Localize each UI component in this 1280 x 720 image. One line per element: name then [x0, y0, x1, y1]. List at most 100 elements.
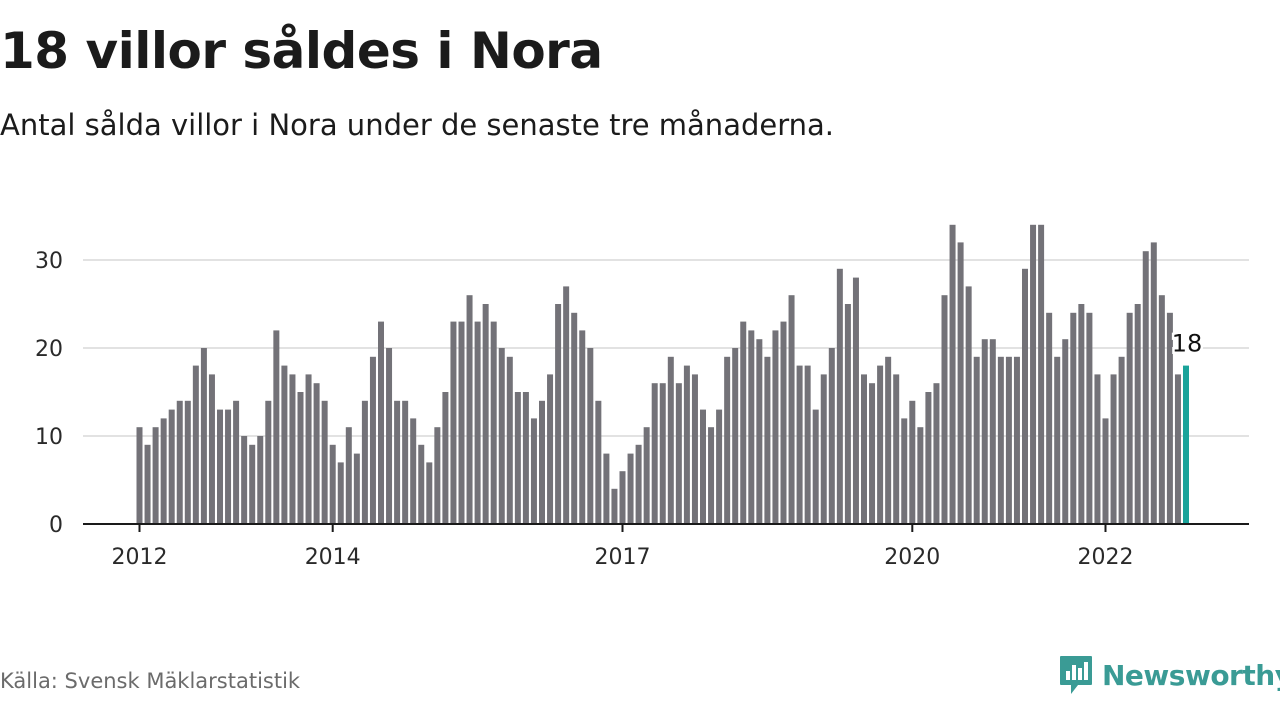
bar — [893, 374, 900, 524]
bar — [522, 392, 529, 524]
bar — [651, 383, 658, 524]
bar — [836, 268, 843, 524]
bar — [700, 409, 706, 524]
bar — [1126, 312, 1133, 524]
bar — [957, 242, 964, 524]
bar — [933, 383, 940, 524]
bar — [297, 392, 304, 524]
bar — [635, 444, 642, 524]
bars — [136, 224, 1189, 525]
bar — [539, 400, 545, 524]
bar — [901, 418, 908, 524]
bar — [208, 374, 215, 524]
bar — [756, 339, 763, 524]
bar — [691, 374, 698, 524]
bar — [474, 321, 481, 524]
bar — [273, 330, 280, 524]
bar — [329, 444, 336, 524]
source-note: Källa: Svensk Mäklarstatistik — [0, 669, 301, 693]
bar — [555, 304, 562, 524]
bar — [394, 400, 401, 524]
bar — [1094, 374, 1101, 524]
bar — [812, 409, 819, 524]
bar — [458, 321, 465, 524]
bar — [579, 330, 586, 524]
bar — [772, 330, 779, 524]
bar — [1158, 295, 1165, 524]
x-tick-label: 2017 — [595, 545, 651, 570]
bar — [281, 365, 288, 524]
bar — [410, 418, 417, 524]
bar — [1038, 224, 1045, 525]
bar — [168, 409, 175, 524]
bar — [289, 374, 296, 524]
bar — [345, 427, 352, 524]
bar — [852, 277, 859, 524]
bar — [804, 365, 811, 524]
bar — [136, 427, 143, 524]
annotations: 18 — [1169, 327, 1205, 360]
bar — [603, 453, 610, 524]
bar — [249, 444, 256, 524]
bar — [724, 356, 731, 524]
y-tick-label: 30 — [35, 249, 63, 274]
x-tick-label: 2014 — [305, 545, 361, 570]
bar — [764, 356, 771, 524]
bar — [1150, 242, 1157, 524]
bar — [587, 348, 594, 524]
bar — [1070, 312, 1077, 524]
bar — [925, 392, 932, 524]
chart-title: 18 villor såldes i Nora — [0, 22, 603, 80]
newsworthy-logo-icon — [1060, 656, 1092, 694]
y-tick-label: 20 — [35, 337, 63, 362]
bar — [973, 356, 980, 524]
bar — [321, 400, 328, 524]
bar — [353, 453, 360, 524]
bar — [506, 356, 513, 524]
bar — [386, 348, 393, 524]
bar — [233, 400, 240, 524]
bar — [1166, 312, 1173, 524]
bar — [176, 400, 183, 524]
bar — [611, 488, 618, 524]
y-axis-ticks: 0 10 20 30 — [35, 249, 63, 538]
bar — [643, 427, 650, 524]
bar — [313, 383, 320, 524]
bar — [547, 374, 554, 524]
bar — [732, 348, 739, 524]
bar — [1086, 312, 1093, 524]
bar — [788, 295, 795, 524]
bar — [184, 400, 191, 524]
bar — [997, 356, 1004, 524]
bar — [796, 365, 803, 524]
bar — [748, 330, 755, 524]
bar — [909, 400, 916, 524]
bar — [989, 339, 996, 524]
bar — [1134, 304, 1141, 524]
bar — [683, 365, 690, 524]
bar — [1142, 251, 1149, 524]
bar — [361, 400, 368, 524]
bar — [200, 348, 207, 524]
bar — [917, 427, 924, 524]
bar — [442, 392, 449, 524]
bar — [257, 436, 264, 524]
bar — [1030, 224, 1037, 525]
bar — [780, 321, 787, 524]
bar — [160, 418, 167, 524]
bar — [627, 453, 634, 524]
bar — [1102, 418, 1109, 524]
bar — [595, 400, 602, 524]
bar — [498, 348, 505, 524]
bar — [378, 321, 384, 524]
bar — [241, 436, 248, 524]
x-axis-ticks: 2012 2014 2017 2020 2022 — [112, 524, 1134, 570]
x-tick-label: 2012 — [112, 545, 168, 570]
bar — [708, 427, 715, 524]
bar — [667, 356, 674, 524]
bar — [337, 462, 344, 524]
bar — [1046, 312, 1053, 524]
bar — [305, 374, 312, 524]
y-tick-label: 0 — [49, 513, 63, 538]
bar — [981, 339, 988, 524]
